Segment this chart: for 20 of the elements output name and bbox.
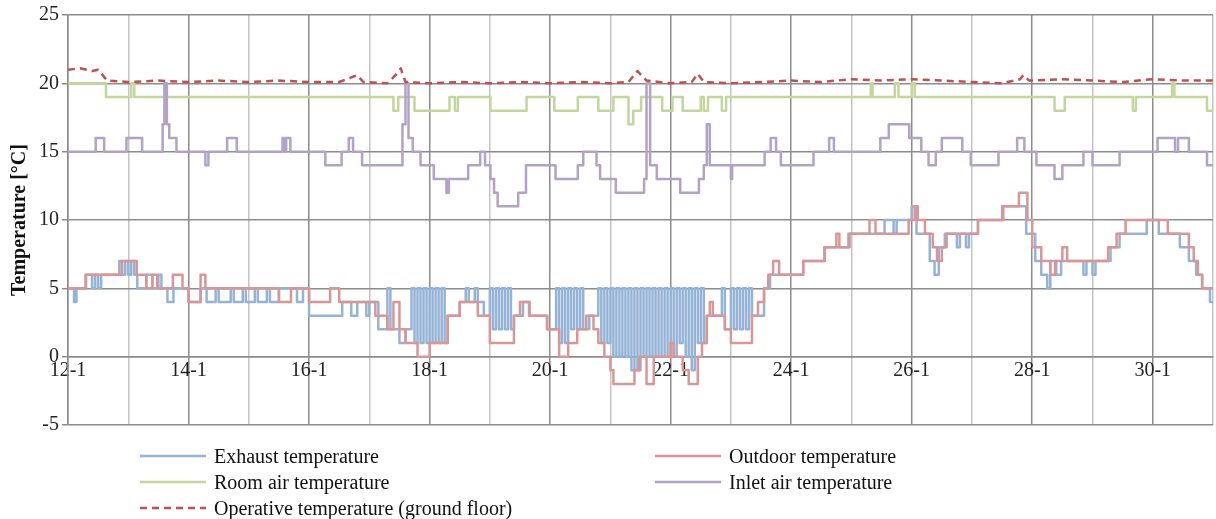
y-tick-label: 10 <box>39 207 59 230</box>
x-tick-label: 30-1 <box>1134 357 1172 380</box>
legend-label: Inlet air temperature <box>729 470 893 494</box>
x-tick-label: 14-1 <box>170 357 207 380</box>
x-tick-label: 24-1 <box>772 357 810 380</box>
y-tick-label: 25 <box>39 2 59 25</box>
legend-label: Outdoor temperature <box>729 444 897 468</box>
y-tick-label: -5 <box>42 412 59 435</box>
legend-label: Operative temperature (ground floor) <box>214 496 513 519</box>
legend-label: Room air temperature <box>214 470 390 494</box>
x-tick-label: 26-1 <box>893 357 931 380</box>
y-axis-title: Temperature [°C] <box>7 144 31 296</box>
x-tick-label: 16-1 <box>290 357 328 380</box>
y-tick-label: 5 <box>49 275 59 298</box>
x-tick-label: 28-1 <box>1013 357 1051 380</box>
x-tick-label: 18-1 <box>411 357 448 380</box>
y-tick-label: 15 <box>39 138 59 161</box>
x-tick-label: 20-1 <box>531 357 569 380</box>
y-tick-label: 20 <box>39 70 59 93</box>
legend-label: Exhaust temperature <box>214 444 379 468</box>
